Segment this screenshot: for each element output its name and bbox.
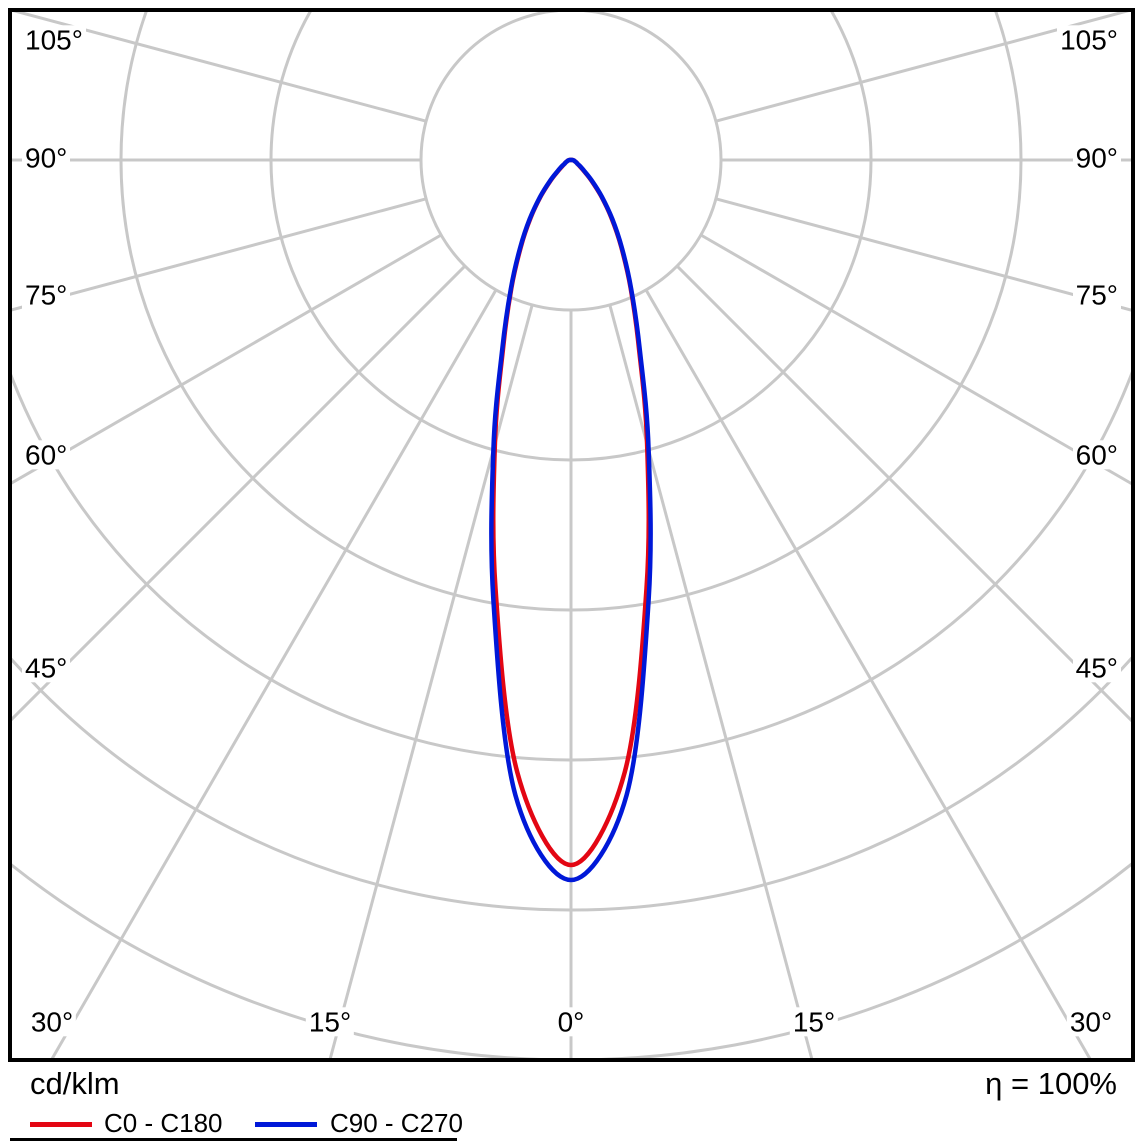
angle-label-right-60: 60° xyxy=(1072,440,1121,470)
angle-label-right-75: 75° xyxy=(1072,280,1121,310)
efficiency-label: η = 100% xyxy=(985,1066,1117,1101)
angle-label-right-45: 45° xyxy=(1072,653,1121,683)
angle-label-left-105: 105° xyxy=(22,25,86,55)
angle-label-bottom-15-left: 15° xyxy=(305,1007,355,1037)
angle-label-left-45: 45° xyxy=(22,653,71,683)
legend-label-c0-c180: C0 - C180 xyxy=(104,1108,223,1138)
angle-label-left-75: 75° xyxy=(22,280,71,310)
angle-label-bottom-15-right: 15° xyxy=(789,1007,839,1037)
legend-label-c90-c270: C90 - C270 xyxy=(330,1108,463,1138)
unit-label: cd/klm xyxy=(30,1066,120,1101)
polar-chart xyxy=(12,12,1131,1058)
angle-label-right-90: 90° xyxy=(1072,143,1121,173)
legend-swatch-c90-c270-line xyxy=(255,1122,317,1127)
legend-swatch-c0-c180-line xyxy=(30,1122,92,1127)
angle-label-left-60: 60° xyxy=(22,440,71,470)
angle-label-bottom-30-left: 30° xyxy=(27,1007,77,1037)
legend: cd/klm η = 100% C0 - C180 C90 - C270 xyxy=(0,1062,1143,1143)
angle-label-bottom-30-right: 30° xyxy=(1066,1007,1116,1037)
polar-plot-frame: 105° 90° 75° 60° 45° 30° 15° 0° 15° 30° … xyxy=(8,8,1135,1062)
legend-underline xyxy=(10,1138,457,1141)
angle-label-left-90: 90° xyxy=(22,143,71,173)
angle-label-right-105: 105° xyxy=(1057,25,1121,55)
angle-label-bottom-0: 0° xyxy=(554,1007,588,1037)
